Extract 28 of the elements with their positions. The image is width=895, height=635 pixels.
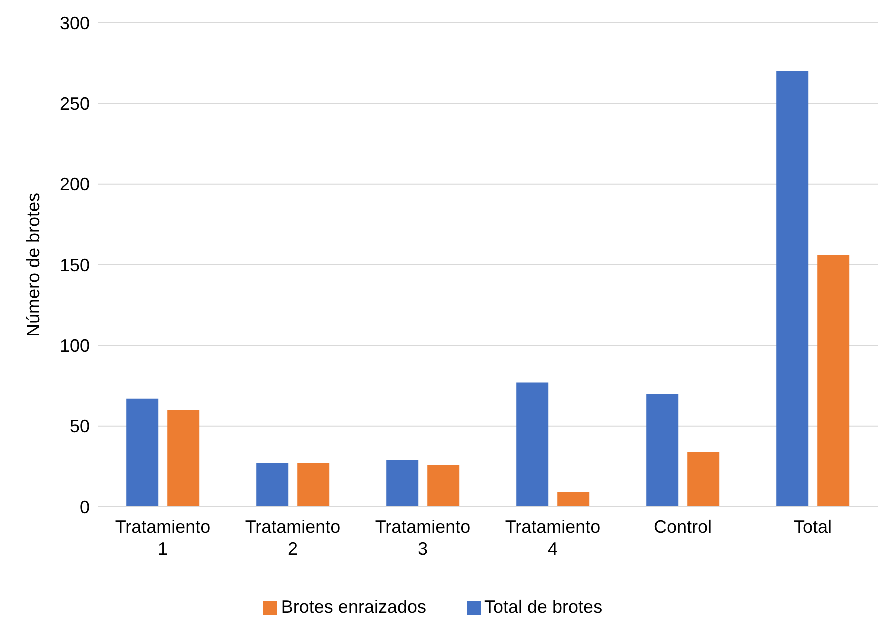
y-tick-label: 0 [80,497,90,518]
bar [558,492,590,507]
bar [646,394,679,507]
x-tick-label: Control [654,517,712,537]
bar [386,460,419,507]
bar [428,465,460,507]
legend-label: Total de brotes [484,597,603,617]
bar [168,410,200,507]
y-tick-label: 100 [60,336,90,356]
x-tick-label: Tratamiento 4 [505,517,601,559]
bar [256,463,289,507]
x-tick-label: Tratamiento 3 [375,517,471,559]
x-tick-label: Total [794,517,832,537]
y-tick-label: 250 [60,94,90,114]
bar [516,382,549,507]
y-tick-label: 300 [60,13,90,34]
y-tick-label: 150 [60,255,90,276]
y-axis-title: Número de brotes [23,192,44,338]
x-tick-label: Tratamiento 2 [245,517,341,559]
bar [776,71,809,507]
bar [126,398,159,507]
x-tick-label: Tratamiento 1 [115,517,211,559]
bar [818,255,850,507]
y-tick-label: 50 [70,416,90,437]
legend-label: Brotes enraizados [281,597,426,617]
bar [298,463,330,507]
bar [688,452,720,507]
y-tick-label: 200 [60,174,90,195]
